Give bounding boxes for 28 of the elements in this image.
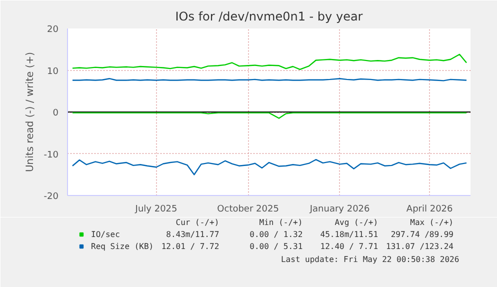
- legend-label: Req Size (KB): [91, 240, 154, 252]
- text: Max (-/+): [410, 218, 454, 227]
- y-tick-label: -10: [44, 150, 59, 160]
- y-tick-label: 0: [52, 108, 59, 118]
- text: Cur (-/+): [176, 218, 220, 227]
- text: 45.18m/11.51: [320, 230, 378, 239]
- x-tick-label: July 2025: [134, 204, 178, 214]
- legend-label: IO/sec: [91, 228, 120, 240]
- text: 0.00 / 5.31: [250, 242, 303, 251]
- text: 12.01 / 7.72: [161, 242, 220, 251]
- y-tick-label: 20: [47, 25, 59, 35]
- text: Last update: Fri May 22 00:50:38 2026: [280, 255, 460, 264]
- y-axis-title: Units read (-) / write (+): [24, 52, 36, 172]
- text: 297.74 /89.99: [390, 230, 454, 239]
- text: Avg (-/+): [334, 218, 378, 227]
- y-tick-label: -20: [44, 192, 59, 202]
- text: 8.43m/11.77: [166, 230, 220, 239]
- line-series: [72, 54, 468, 70]
- x-tick-label: April 2026: [406, 204, 454, 214]
- x-tick-label: January 2026: [308, 204, 370, 214]
- chart-title: IOs for /dev/nvme0n1 - by year: [175, 10, 363, 24]
- text: 12.40 / 7.71: [320, 242, 378, 251]
- text: 131.07 /123.24: [386, 242, 454, 251]
- text: Min (-/+): [259, 218, 303, 227]
- x-tick-label: October 2025: [217, 204, 279, 214]
- line-series: [72, 158, 468, 176]
- text: 0.00 / 1.32: [250, 230, 303, 239]
- y-tick-label: 10: [47, 66, 59, 77]
